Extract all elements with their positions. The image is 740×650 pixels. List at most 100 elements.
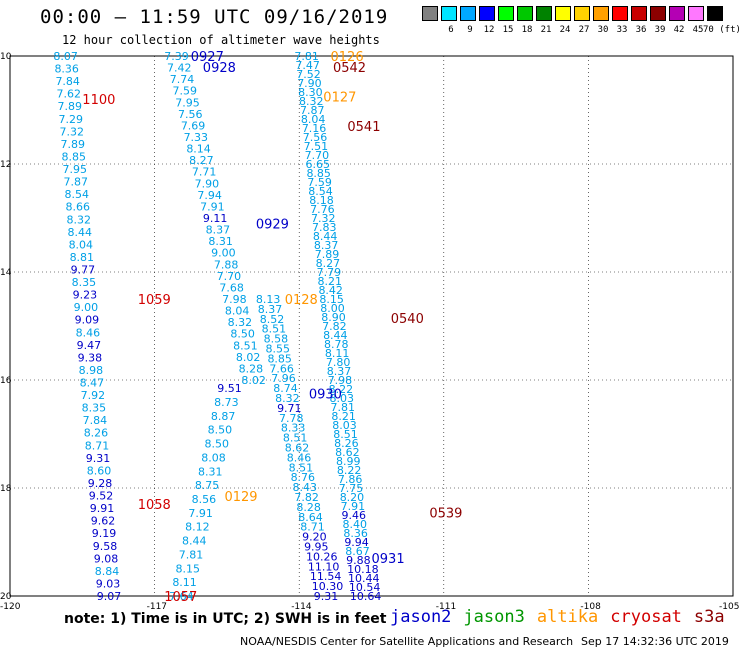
colorbar-swatch	[707, 6, 723, 21]
wave-height-value: 11.54	[310, 570, 342, 583]
wave-height-value: 7.82	[322, 320, 347, 333]
wave-height-value: 7.89	[60, 138, 85, 151]
wave-height-value: 8.46	[287, 451, 312, 464]
wave-height-value: 11.10	[308, 560, 340, 573]
wave-height-value: 7.98	[222, 293, 247, 306]
pass-label-jason2: 0927	[191, 50, 224, 65]
lon-tick-label: -117	[147, 602, 167, 612]
wave-height-value: 7.74	[170, 73, 195, 86]
wave-height-value: 9.19	[92, 527, 117, 540]
track-center-track: 8.138.378.528.518.588.558.857.667.968.74…	[256, 293, 343, 603]
wave-height-value: 7.56	[303, 131, 328, 144]
track-middle-left-track: 7.397.427.747.597.957.567.697.338.148.27…	[164, 50, 266, 387]
wave-height-value: 8.44	[182, 535, 207, 548]
pass-label-s3a: 0539	[429, 506, 462, 521]
wave-height-value: 7.71	[192, 166, 217, 179]
colorbar-swatch	[517, 6, 533, 21]
wave-height-value: 8.20	[340, 491, 365, 504]
wave-height-value: 6.65	[306, 158, 331, 171]
lon-tick-label: -105	[719, 602, 739, 612]
wave-height-value: 7.89	[57, 100, 82, 113]
pass-label-s3a: 0540	[391, 312, 424, 327]
wave-height-value: 8.54	[65, 188, 90, 201]
wave-height-value: 7.82	[294, 491, 319, 504]
wave-height-value: 9.91	[90, 502, 115, 515]
wave-height-value: 9.20	[302, 531, 327, 544]
colorbar-swatch	[669, 6, 685, 21]
wave-height-value: 7.78	[279, 412, 304, 425]
wave-height-value: 8.51	[233, 339, 258, 352]
wave-height-value: 7.87	[64, 176, 89, 189]
colorbar-label: 27	[578, 25, 590, 35]
wave-height-value: 8.44	[68, 226, 93, 239]
wave-height-value: 9.28	[88, 477, 113, 490]
wave-height-value: 7.87	[300, 104, 325, 117]
wave-height-value: 8.36	[54, 63, 79, 76]
page-subtitle: 12 hour collection of altimeter wave hei…	[62, 33, 380, 47]
wave-height-value: 8.21	[331, 410, 356, 423]
wave-height-value: 8.43	[293, 481, 318, 494]
wave-height-value: 7.47	[295, 59, 320, 72]
wave-height-value: 7.84	[55, 75, 80, 88]
wave-height-value: 8.37	[327, 365, 352, 378]
wave-height-value: 7.68	[219, 281, 244, 294]
wave-height-value: 7.84	[83, 414, 108, 427]
wave-height-value: 7.88	[214, 258, 239, 271]
wave-height-value: 8.51	[283, 432, 308, 445]
wave-height-value: 9.52	[89, 490, 114, 503]
wave-height-value: 7.80	[326, 356, 351, 369]
wave-height-value: 7.66	[269, 362, 294, 375]
colorbar-swatch	[441, 6, 457, 21]
wave-height-value: 10.64	[350, 590, 382, 603]
wave-height-value: 8.04	[225, 305, 250, 318]
credit-line: NOAA/NESDIS Center for Satellite Applica…	[240, 635, 574, 648]
lat-tick-label: 16	[0, 376, 12, 386]
wave-height-value: 7.95	[175, 96, 200, 109]
wave-height-value: 8.99	[336, 455, 361, 468]
wave-height-value: 7.39	[164, 50, 189, 63]
wave-height-value: 8.51	[333, 428, 358, 441]
colorbar-label: 6	[448, 25, 454, 35]
wave-height-value: 8.52	[260, 313, 285, 326]
wave-height-value: 8.71	[85, 439, 110, 452]
wave-height-value: 8.27	[189, 154, 214, 167]
pass-label-cryosat: 1059	[138, 293, 171, 308]
wave-height-value: 8.47	[80, 377, 105, 390]
wave-height-value: 7.90	[195, 177, 220, 190]
wave-height-value: 7.59	[307, 176, 332, 189]
wave-height-value: 8.74	[273, 382, 298, 395]
wave-height-value: 8.64	[298, 511, 323, 524]
lat-tick-label: 20	[0, 592, 12, 602]
colorbar-label: 30	[597, 25, 609, 35]
footnote: note: 1) Time is in UTC; 2) SWH is in fe…	[64, 611, 387, 627]
wave-height-value: 9.23	[73, 289, 98, 302]
wave-height-value: 7.69	[181, 119, 206, 132]
colorbar-label: 45	[692, 25, 704, 35]
wave-height-value: 8.37	[206, 224, 231, 237]
wave-height-value: 7.62	[56, 88, 81, 101]
wave-height-value: 8.32	[299, 95, 324, 108]
wave-height-value: 8.62	[285, 442, 310, 455]
wave-height-value: 8.12	[185, 521, 210, 534]
wave-height-value: 10.54	[349, 581, 381, 594]
wave-height-value: 8.73	[214, 396, 239, 409]
wave-height-value: 9.94	[344, 536, 369, 549]
wave-height-value: 7.75	[339, 482, 364, 495]
wave-height-value: 8.00	[320, 302, 345, 315]
wave-height-value: 7.81	[330, 401, 355, 414]
wave-height-value: 7.95	[63, 163, 88, 176]
wave-height-value: 8.03	[332, 419, 357, 432]
wave-height-value: 8.21	[318, 275, 343, 288]
wave-height-value: 8.27	[316, 257, 341, 270]
colorbar-swatch	[650, 6, 666, 21]
track-left-track: 8.078.367.847.627.897.297.327.898.857.95…	[53, 50, 121, 603]
wave-height-value: 9.38	[78, 351, 103, 364]
wave-height-value: 8.78	[324, 338, 349, 351]
generated-timestamp: Sep 17 14:32:36 UTC 2019	[581, 635, 729, 648]
lat-tick-label: 18	[0, 484, 12, 494]
wave-height-value: 8.32	[228, 316, 253, 329]
wave-height-value: 9.77	[71, 263, 96, 276]
pass-label-altika: 0127	[323, 91, 356, 106]
